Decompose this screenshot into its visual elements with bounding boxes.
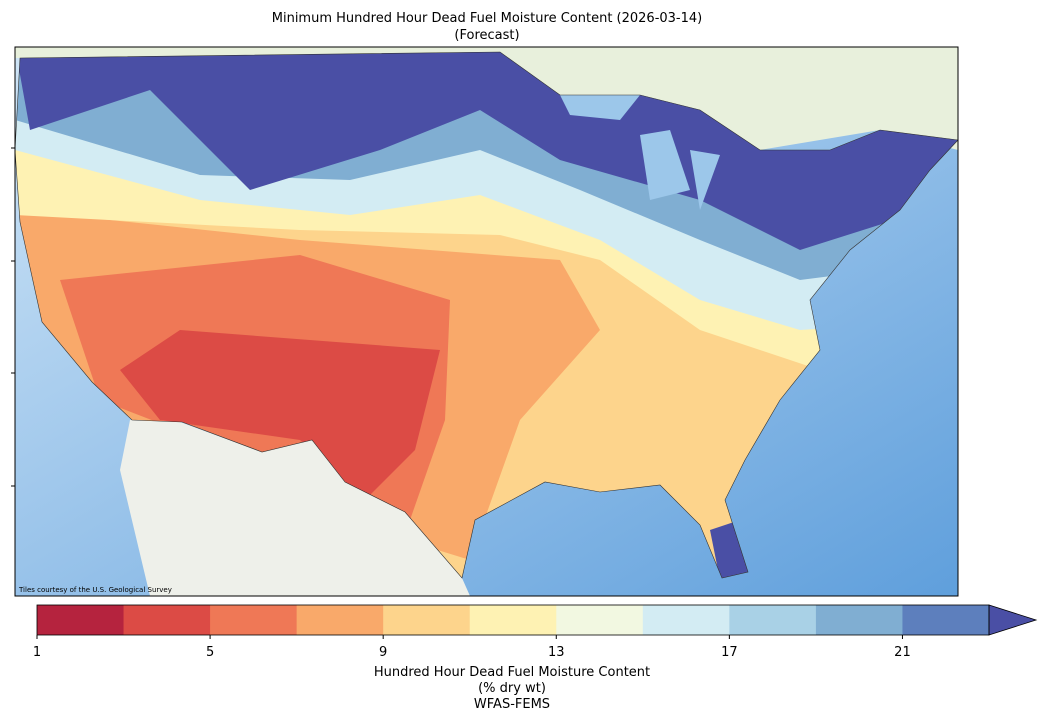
canada (15, 47, 958, 150)
colorbar: 1 5 9 13 17 21 (33, 604, 1038, 660)
colorbar-bin (902, 605, 990, 635)
colorbar-tick-label: 5 (206, 645, 214, 660)
axis-ticks (11, 147, 15, 487)
colorbar-bin (469, 605, 557, 635)
attribution: Tiles courtesy of the U.S. Geological Su… (18, 586, 172, 594)
subtitle: (Forecast) (454, 28, 519, 43)
colorbar-bin (815, 605, 903, 635)
colorbar-bin (210, 605, 298, 635)
colorbar-tick-label: 13 (548, 645, 565, 660)
moisture-field (15, 52, 958, 578)
colorbar-label: WFAS-FEMS (474, 697, 550, 712)
great-lakes (560, 95, 720, 210)
colorbar-bin (383, 605, 471, 635)
title: Minimum Hundred Hour Dead Fuel Moisture … (272, 11, 703, 26)
map-frame (14, 46, 959, 597)
colorbar-tick-label: 9 (379, 645, 387, 660)
colorbar-bin (37, 605, 125, 635)
colorbar-label: Hundred Hour Dead Fuel Moisture Content (374, 665, 650, 680)
colorbar-bin (296, 605, 384, 635)
colorbar-bin (123, 605, 211, 635)
region (120, 330, 440, 500)
colorbar-label: (% dry wt) (478, 681, 546, 696)
colorbar-tick-label: 1 (33, 645, 41, 660)
mexico (120, 420, 470, 596)
colorbar-bin (556, 605, 644, 635)
colorbar-bin (642, 605, 730, 635)
colorbar-frame (36, 604, 990, 636)
us-border (15, 51, 958, 579)
colorbar-tick-label: 17 (721, 645, 738, 660)
colorbar-extend (988, 604, 1038, 636)
colorbar-bin (729, 605, 817, 635)
map: Tiles courtesy of the U.S. Geological Su… (15, 47, 958, 596)
colorbar-tick-label: 21 (894, 645, 911, 660)
